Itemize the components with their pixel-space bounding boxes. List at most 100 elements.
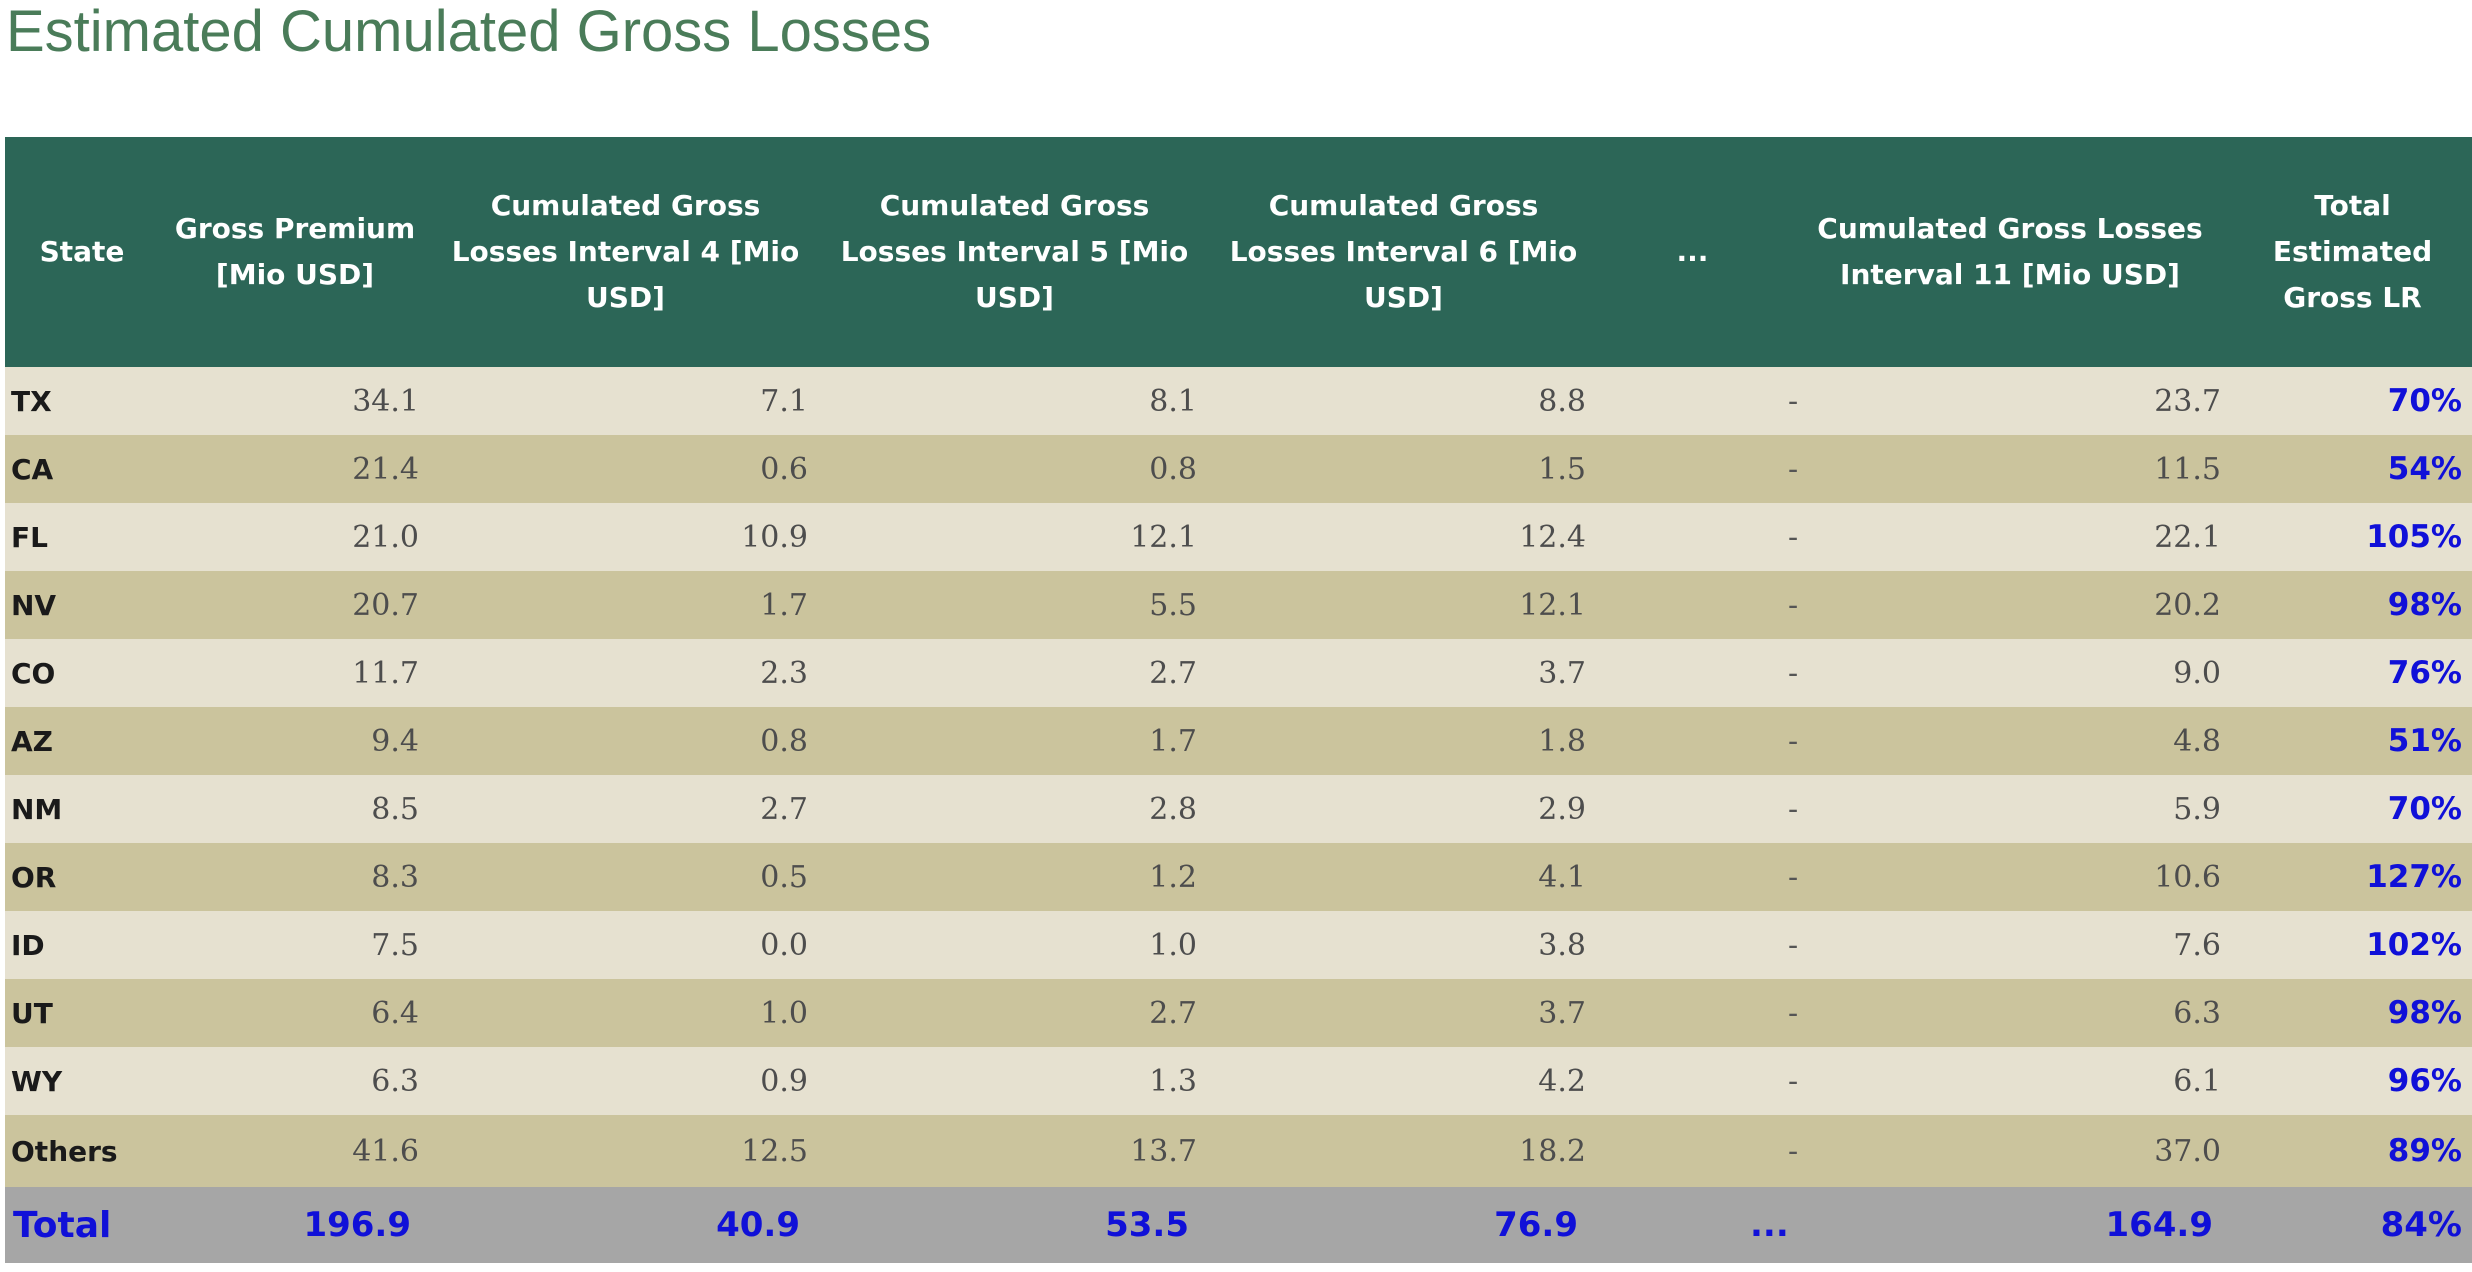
state-cell: TX — [5, 367, 159, 435]
interval-5-cell: 1.7 — [820, 707, 1209, 775]
state-cell: OR — [5, 843, 159, 911]
interval-11-cell: 20.2 — [1787, 571, 2233, 639]
total-interval-6: 76.9 — [1209, 1187, 1598, 1263]
gross-premium-cell: 7.5 — [159, 911, 431, 979]
ellipsis-cell: - — [1598, 707, 1798, 775]
gross-premium-cell: 6.4 — [159, 979, 431, 1047]
column-header-interval-11: Cumulated Gross Losses Interval 11 [Mio … — [1787, 137, 2233, 367]
table-row: FL 21.0 10.9 12.1 12.4-22.1 105% — [5, 503, 2472, 571]
table-row: AZ 9.4 0.8 1.7 1.8-4.8 51% — [5, 707, 2472, 775]
column-header-interval-5: Cumulated Gross Losses Interval 5 [Mio U… — [820, 137, 1209, 367]
interval-5-cell: 8.1 — [820, 367, 1209, 435]
ellipsis-cell: - — [1598, 911, 1798, 979]
interval-6-cell: 4.2 — [1209, 1047, 1598, 1115]
interval-11-cell: 11.5 — [1787, 435, 2233, 503]
interval-4-cell: 2.3 — [431, 639, 820, 707]
gross-premium-cell: 8.3 — [159, 843, 431, 911]
gross-premium-cell: 9.4 — [159, 707, 431, 775]
state-cell: Others — [5, 1115, 159, 1187]
state-cell: CA — [5, 435, 159, 503]
table-row: ID 7.5 0.0 1.0 3.8-7.6 102% — [5, 911, 2472, 979]
table-row: TX 34.1 7.1 8.1 8.8-23.7 70% — [5, 367, 2472, 435]
total-lr-cell: 89% — [2233, 1115, 2472, 1187]
interval-11-cell: 22.1 — [1787, 503, 2233, 571]
table-row: CO 11.7 2.3 2.7 3.7-9.0 76% — [5, 639, 2472, 707]
total-lr-cell: 54% — [2233, 435, 2472, 503]
column-header-total-lr: Total Estimated Gross LR — [2233, 137, 2472, 367]
interval-5-cell: 1.3 — [820, 1047, 1209, 1115]
interval-11-cell: 6.1 — [1787, 1047, 2233, 1115]
column-header-interval-6: Cumulated Gross Losses Interval 6 [Mio U… — [1209, 137, 1598, 367]
interval-4-cell: 1.0 — [431, 979, 820, 1047]
ellipsis-cell: - — [1598, 979, 1798, 1047]
table-header-row: State Gross Premium [Mio USD] Cumulated … — [5, 137, 2472, 367]
total-row: Total 196.9 40.9 53.5 76.9 ... 164.9 84% — [5, 1187, 2472, 1263]
ellipsis-cell: - — [1598, 503, 1798, 571]
state-cell: NM — [5, 775, 159, 843]
interval-5-cell: 1.2 — [820, 843, 1209, 911]
interval-11-cell: 5.9 — [1787, 775, 2233, 843]
column-header-gross-premium: Gross Premium [Mio USD] — [159, 137, 431, 367]
table-body: TX 34.1 7.1 8.1 8.8-23.7 70% CA 21.4 0.6 0.8 1.5-1… — [5, 367, 2472, 1187]
total-lr-cell: 105% — [2233, 503, 2472, 571]
interval-6-cell: 3.7 — [1209, 639, 1598, 707]
table-row: NV 20.7 1.7 5.5 12.1-20.2 98% — [5, 571, 2472, 639]
interval-11-cell: 10.6 — [1787, 843, 2233, 911]
interval-5-cell: 12.1 — [820, 503, 1209, 571]
gross-premium-cell: 8.5 — [159, 775, 431, 843]
interval-4-cell: 1.7 — [431, 571, 820, 639]
interval-11-cell: 23.7 — [1787, 367, 2233, 435]
ellipsis-cell: - — [1598, 775, 1798, 843]
interval-6-cell: 3.7 — [1209, 979, 1598, 1047]
gross-premium-cell: 11.7 — [159, 639, 431, 707]
ellipsis-cell: - — [1598, 1047, 1798, 1115]
table-row: UT 6.4 1.0 2.7 3.7-6.3 98% — [5, 979, 2472, 1047]
interval-5-cell: 0.8 — [820, 435, 1209, 503]
total-ellipsis: ... — [1598, 1187, 1789, 1263]
gross-premium-cell: 34.1 — [159, 367, 431, 435]
interval-5-cell: 13.7 — [820, 1115, 1209, 1187]
total-lr: 84% — [2233, 1187, 2472, 1263]
total-lr-cell: 102% — [2233, 911, 2472, 979]
gross-losses-table: State Gross Premium [Mio USD] Cumulated … — [5, 137, 2472, 1263]
interval-6-cell: 12.1 — [1209, 571, 1598, 639]
interval-6-cell: 1.8 — [1209, 707, 1598, 775]
total-label: Total — [5, 1187, 159, 1263]
table-row: Others 41.6 12.5 13.7 18.2-37.0 89% — [5, 1115, 2472, 1187]
table-row: WY 6.3 0.9 1.3 4.2-6.1 96% — [5, 1047, 2472, 1115]
state-cell: NV — [5, 571, 159, 639]
total-lr-cell: 96% — [2233, 1047, 2472, 1115]
ellipsis-cell: - — [1598, 843, 1798, 911]
total-lr-cell: 127% — [2233, 843, 2472, 911]
gross-premium-cell: 20.7 — [159, 571, 431, 639]
total-lr-cell: 76% — [2233, 639, 2472, 707]
interval-6-cell: 3.8 — [1209, 911, 1598, 979]
interval-4-cell: 2.7 — [431, 775, 820, 843]
interval-5-cell: 2.7 — [820, 639, 1209, 707]
gross-premium-cell: 21.4 — [159, 435, 431, 503]
ellipsis-cell: - — [1598, 435, 1798, 503]
interval-11-cell: 6.3 — [1787, 979, 2233, 1047]
interval-4-cell: 0.6 — [431, 435, 820, 503]
interval-11-cell: 4.8 — [1787, 707, 2233, 775]
gross-premium-cell: 41.6 — [159, 1115, 431, 1187]
interval-4-cell: 0.5 — [431, 843, 820, 911]
total-lr-cell: 70% — [2233, 775, 2472, 843]
total-lr-cell: 51% — [2233, 707, 2472, 775]
total-interval-11: 164.9 — [1787, 1187, 2233, 1263]
interval-4-cell: 0.8 — [431, 707, 820, 775]
state-cell: AZ — [5, 707, 159, 775]
total-lr-cell: 98% — [2233, 979, 2472, 1047]
interval-4-cell: 0.9 — [431, 1047, 820, 1115]
gross-premium-cell: 6.3 — [159, 1047, 431, 1115]
state-cell: ID — [5, 911, 159, 979]
page-title: Estimated Cumulated Gross Losses — [6, 0, 932, 64]
column-header-state: State — [5, 137, 159, 367]
interval-5-cell: 5.5 — [820, 571, 1209, 639]
state-cell: CO — [5, 639, 159, 707]
interval-6-cell: 18.2 — [1209, 1115, 1598, 1187]
state-cell: WY — [5, 1047, 159, 1115]
ellipsis-cell: - — [1598, 367, 1798, 435]
state-cell: FL — [5, 503, 159, 571]
ellipsis-cell: - — [1598, 639, 1798, 707]
